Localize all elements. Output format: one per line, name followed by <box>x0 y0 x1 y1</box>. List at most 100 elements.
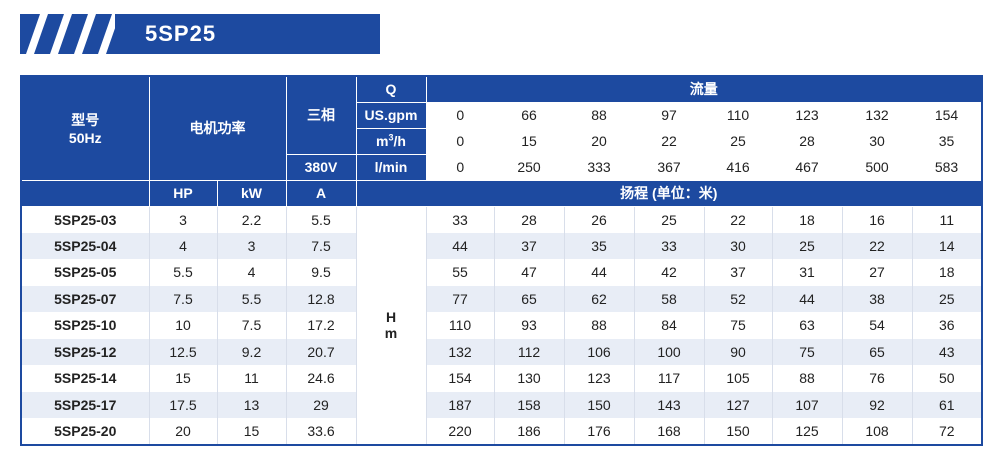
head-cell: 33 <box>426 206 495 233</box>
head-cell: 186 <box>494 418 565 445</box>
head-cell: 105 <box>704 365 773 392</box>
kw-cell: 13 <box>217 391 287 418</box>
model-header: 型号 50Hz <box>20 75 150 181</box>
m3h-value: 20 <box>591 133 607 149</box>
a-header: A <box>285 179 357 207</box>
table-row: 5SP25-03 3 2.2 5.5 H m 33 28 26 25 22 18… <box>21 206 983 445</box>
usgpm-value: 154 <box>934 107 959 124</box>
hp-header: HP <box>148 179 218 207</box>
head-cell: 65 <box>494 285 565 312</box>
head-cell: 117 <box>634 365 705 392</box>
usgpm-value: 66 <box>521 107 537 124</box>
head-cell: 55 <box>426 259 495 286</box>
table-row: 5SP25-05 5.5 4 9.5 55 47 44 42 37 31 27 … <box>21 259 983 286</box>
head-cell: 62 <box>564 285 635 312</box>
head-cell: 28 <box>494 206 565 233</box>
lmin-value: 0 <box>456 158 465 175</box>
head-cell: 168 <box>634 418 705 445</box>
head-cell: 92 <box>842 391 913 418</box>
head-cell: 158 <box>494 391 565 418</box>
head-cell: 27 <box>842 259 913 286</box>
head-cell: 123 <box>564 365 635 392</box>
a-cell: 12.8 <box>286 285 357 312</box>
head-cell: 75 <box>772 338 843 365</box>
head-cell: 25 <box>912 285 983 312</box>
stripe-decoration-icon <box>26 14 115 54</box>
model-subheader-blank <box>20 179 150 207</box>
m3h-value: 22 <box>661 133 677 149</box>
unit-m3h-sup: 3 <box>388 132 394 143</box>
usgpm-value: 88 <box>591 107 607 124</box>
model-cell: 5SP25-10 <box>21 312 150 339</box>
unit-m3h: m3/h <box>355 127 427 155</box>
hp-cell: 10 <box>149 312 218 339</box>
unit-lmin: l/min <box>355 153 427 181</box>
usgpm-value: 132 <box>865 107 889 124</box>
table-row: 5SP25-17 17.5 13 29 187 158 150 143 127 … <box>21 391 983 418</box>
a-cell: 9.5 <box>286 259 357 286</box>
phase-header: 三相 <box>285 75 357 155</box>
a-cell: 5.5 <box>286 206 357 233</box>
unit-m3h-base: m <box>376 133 389 149</box>
m3h-value: 28 <box>799 133 815 149</box>
head-cell: 54 <box>842 312 913 339</box>
usgpm-value: 123 <box>795 107 819 124</box>
kw-cell: 11 <box>217 365 287 392</box>
head-cell: 30 <box>704 232 773 259</box>
head-cell: 132 <box>426 338 495 365</box>
head-cell: 125 <box>772 418 843 445</box>
model-cell: 5SP25-03 <box>21 206 150 233</box>
model-cell: 5SP25-20 <box>21 418 150 445</box>
head-cell: 37 <box>494 232 565 259</box>
head-cell: 37 <box>704 259 773 286</box>
head-cell: 72 <box>912 418 983 445</box>
m3h-value: 30 <box>869 133 885 149</box>
kw-header: kW <box>216 179 287 207</box>
table-row: 5SP25-14 15 11 24.6 154 130 123 117 105 … <box>21 365 983 392</box>
head-cell: 18 <box>912 259 983 286</box>
head-cell: 35 <box>564 232 635 259</box>
table-row: 5SP25-20 20 15 33.6 220 186 176 168 150 … <box>21 418 983 445</box>
head-cell: 22 <box>842 232 913 259</box>
head-cell: 154 <box>426 365 495 392</box>
head-cell: 58 <box>634 285 705 312</box>
usgpm-value: 0 <box>456 107 465 124</box>
lmin-value: 467 <box>795 158 819 175</box>
hp-cell: 15 <box>149 365 218 392</box>
kw-cell: 3 <box>217 232 287 259</box>
head-cell: 110 <box>426 312 495 339</box>
m3h-value: 0 <box>456 133 465 149</box>
usgpm-value: 97 <box>661 107 677 124</box>
head-cell: 93 <box>494 312 565 339</box>
model-cell: 5SP25-14 <box>21 365 150 392</box>
a-cell: 17.2 <box>286 312 357 339</box>
lmin-value: 250 <box>517 158 541 175</box>
hp-cell: 20 <box>149 418 218 445</box>
head-cell: 25 <box>634 206 705 233</box>
hm-cell: H m <box>356 206 427 445</box>
kw-cell: 7.5 <box>217 312 287 339</box>
head-cell: 84 <box>634 312 705 339</box>
head-cell: 18 <box>772 206 843 233</box>
hm-h: H <box>385 309 397 325</box>
voltage-header: 380V <box>285 153 357 181</box>
head-cell: 44 <box>564 259 635 286</box>
head-cell: 127 <box>704 391 773 418</box>
spec-table: 型号 50Hz 电机功率 三相 Q 流量 US.gpm 0 66 88 97 1… <box>20 75 983 446</box>
head-cell: 14 <box>912 232 983 259</box>
hp-cell: 3 <box>149 206 218 233</box>
subheader-row: HP kW A 扬程 (单位：米) <box>20 179 983 207</box>
model-label: 型号 <box>71 112 100 129</box>
head-cell: 38 <box>842 285 913 312</box>
kw-cell: 2.2 <box>217 206 287 233</box>
m3h-row: m3/h 0 15 20 22 25 28 30 35 <box>21 127 982 155</box>
head-cell: 44 <box>426 232 495 259</box>
head-cell: 88 <box>772 365 843 392</box>
table-row: 5SP25-04 4 3 7.5 44 37 35 33 30 25 22 14 <box>21 232 983 259</box>
head-cell: 77 <box>426 285 495 312</box>
a-cell: 20.7 <box>286 338 357 365</box>
model-cell: 5SP25-04 <box>21 232 150 259</box>
head-cell: 33 <box>634 232 705 259</box>
hp-cell: 12.5 <box>149 338 218 365</box>
head-header: 扬程 (单位：米) <box>355 179 983 207</box>
